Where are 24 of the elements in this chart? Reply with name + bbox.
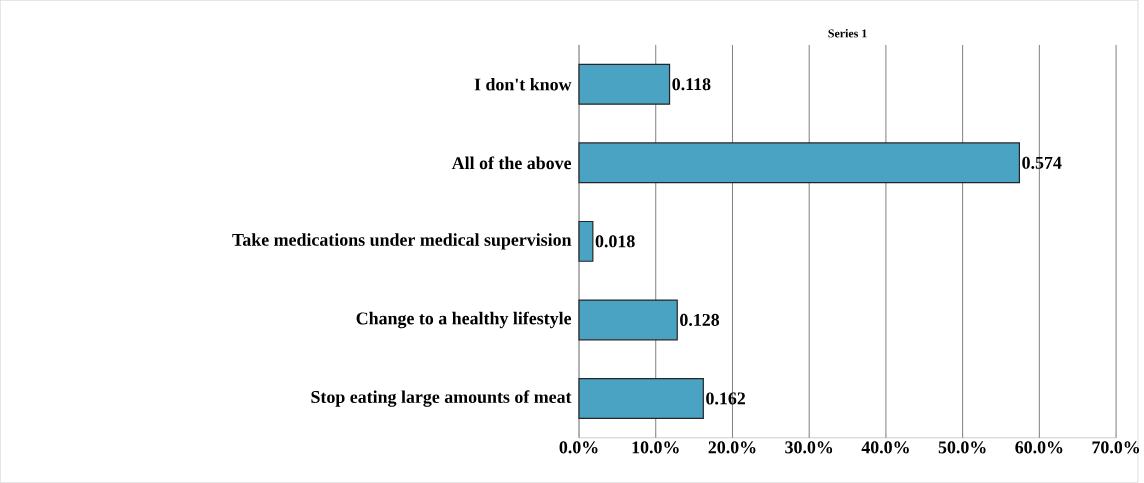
y-tick-label: I don't know xyxy=(474,78,572,91)
x-tick-label: 70.0% xyxy=(1092,441,1140,454)
bar xyxy=(578,221,594,262)
bar xyxy=(578,378,704,420)
x-tick-label: 20.0% xyxy=(708,441,756,454)
y-tick-label: All of the above xyxy=(451,156,572,170)
data-label: 0.162 xyxy=(706,392,746,405)
y-tick-label: Change to a healthy lifestyle xyxy=(356,311,572,329)
data-label: 0.118 xyxy=(672,78,711,91)
chart-title: Series 1 xyxy=(828,29,867,38)
x-tick-label: 0.0% xyxy=(559,441,598,454)
data-label: 0.128 xyxy=(680,313,720,327)
x-tick-label: 60.0% xyxy=(1015,441,1063,454)
data-label: 0.574 xyxy=(1022,156,1062,170)
x-tick-label: 50.0% xyxy=(938,441,986,454)
x-tick-label: 10.0% xyxy=(632,441,679,454)
data-label: 0.018 xyxy=(595,235,635,248)
y-tick-label: Stop eating large amounts of meat xyxy=(311,390,572,407)
bar xyxy=(578,63,671,105)
bar xyxy=(578,142,1021,184)
bar xyxy=(578,299,678,341)
y-tick-label: Take medications under medical supervision xyxy=(232,233,572,250)
x-tick-label: 40.0% xyxy=(861,441,909,454)
x-tick-label: 30.0% xyxy=(785,441,833,454)
